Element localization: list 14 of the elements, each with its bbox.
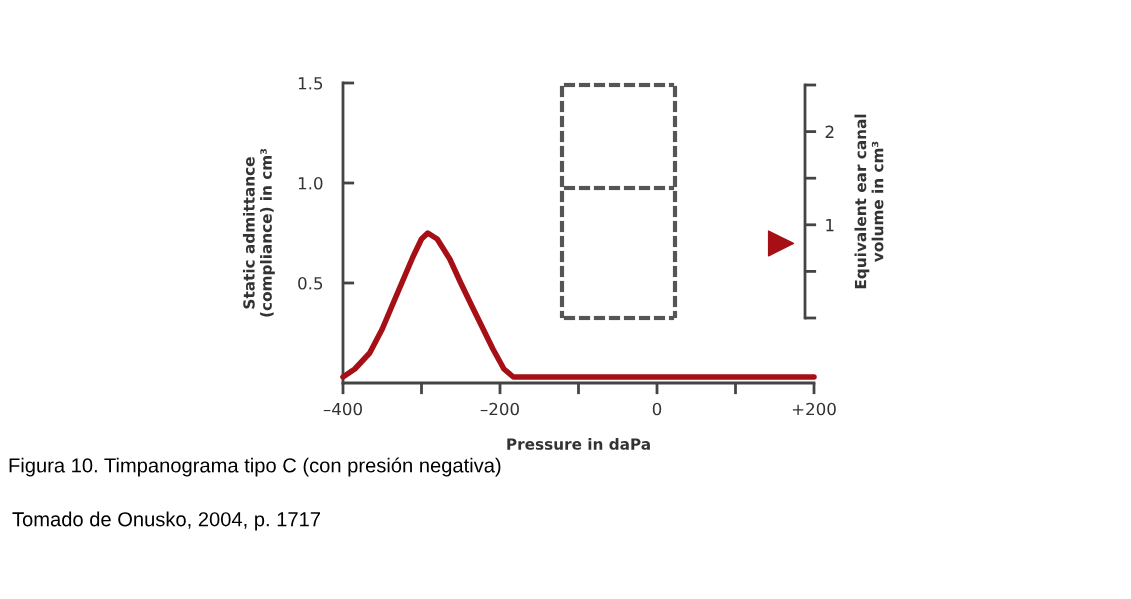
x-axis-title: Pressure in daPa xyxy=(507,438,650,450)
x-tick-label: –400 xyxy=(323,402,362,416)
y-tick-label: 1.5 xyxy=(298,77,323,90)
y2-axis-title: Equivalent ear canal volume in cm³ xyxy=(854,114,884,289)
x-tick-label: +200 xyxy=(792,402,836,416)
y2-tick-label: 2 xyxy=(825,125,834,138)
y-axis-title: Static admittance (compliance) in cm³ xyxy=(242,148,275,317)
y-tick-label: 1.0 xyxy=(298,176,323,190)
y2-tick-label: 1 xyxy=(826,218,834,232)
text: Tomado de Onusko, 2004, p. 1717 xyxy=(12,511,320,531)
text: Figura 10. Timpanograma tipo C (con presión negativa) xyxy=(9,457,501,477)
x-tick-label: –200 xyxy=(480,402,519,416)
y-tick-label: 0.5 xyxy=(298,276,323,290)
x-tick-label: 0 xyxy=(652,402,662,416)
